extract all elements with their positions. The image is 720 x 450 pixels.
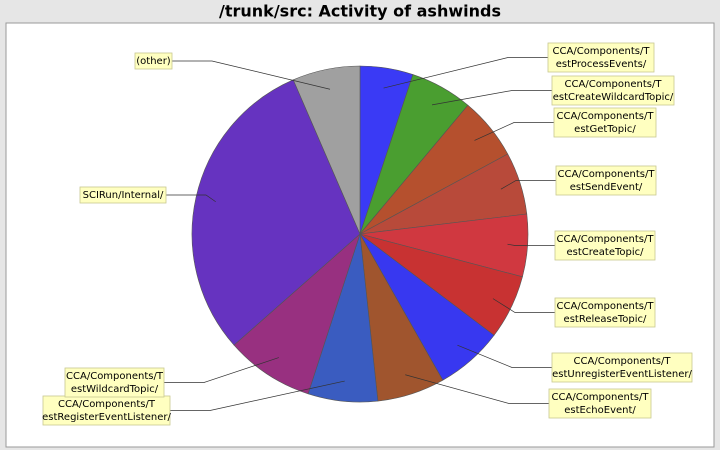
slice-label: estCreateTopic/ <box>566 247 644 258</box>
pie-slice <box>292 65 361 235</box>
pie-slice <box>233 233 361 395</box>
slice-label: SCIRun/Internal/ <box>83 190 164 201</box>
slice-label: CCA/Components/T <box>557 111 655 122</box>
label-box <box>554 230 656 261</box>
slice-label: estReleaseTopic/ <box>564 314 648 325</box>
slice-label: CCA/Components/T <box>553 46 651 57</box>
slice-label: CCA/Components/T <box>58 399 156 410</box>
leader-line <box>507 243 555 246</box>
leader-line <box>431 90 552 106</box>
chart-title: /trunk/src: Activity of ashwinds <box>219 2 501 21</box>
leader-line <box>383 57 548 89</box>
slice-label: estCreateWildcardTopic/ <box>553 92 674 103</box>
label-box <box>79 186 167 204</box>
leader-line <box>405 374 549 404</box>
leader-line <box>164 357 279 383</box>
label-box <box>551 75 675 106</box>
slice-label: estSendEvent/ <box>570 182 643 193</box>
label-box <box>553 107 657 138</box>
leader-line <box>172 60 331 90</box>
leader-line <box>170 380 345 411</box>
leader-line <box>457 344 552 368</box>
slice-label: estGetTopic/ <box>574 124 636 135</box>
pie-slice <box>191 79 361 346</box>
label-box <box>134 52 173 70</box>
leader-line <box>166 194 216 203</box>
label-box <box>555 165 657 196</box>
slice-label: CCA/Components/T <box>552 392 650 403</box>
slice-label: CCA/Components/T <box>66 371 164 382</box>
leader-line <box>500 180 556 190</box>
slice-label: CCA/Components/T <box>557 301 655 312</box>
slice-label: CCA/Components/T <box>574 356 672 367</box>
label-box <box>551 352 693 383</box>
slice-label: CCA/Components/T <box>557 234 655 245</box>
label-box <box>554 297 656 328</box>
slice-label: CCA/Components/T <box>565 79 663 90</box>
slice-label: estUnregisterEventListener/ <box>552 369 692 380</box>
label-box <box>64 367 165 398</box>
slice-label: estRegisterEventListener/ <box>42 412 171 423</box>
slice-label: CCA/Components/T <box>558 169 656 180</box>
slice-label: estEchoEvent/ <box>564 405 636 416</box>
label-box <box>548 388 652 419</box>
leader-line <box>492 298 555 313</box>
leader-line <box>474 122 554 141</box>
slice-label: estWildcardTopic/ <box>71 384 159 395</box>
label-box <box>42 395 171 426</box>
slice-label: estProcessEvents/ <box>556 59 647 70</box>
label-box <box>547 42 655 73</box>
slice-label: (other) <box>136 56 171 67</box>
